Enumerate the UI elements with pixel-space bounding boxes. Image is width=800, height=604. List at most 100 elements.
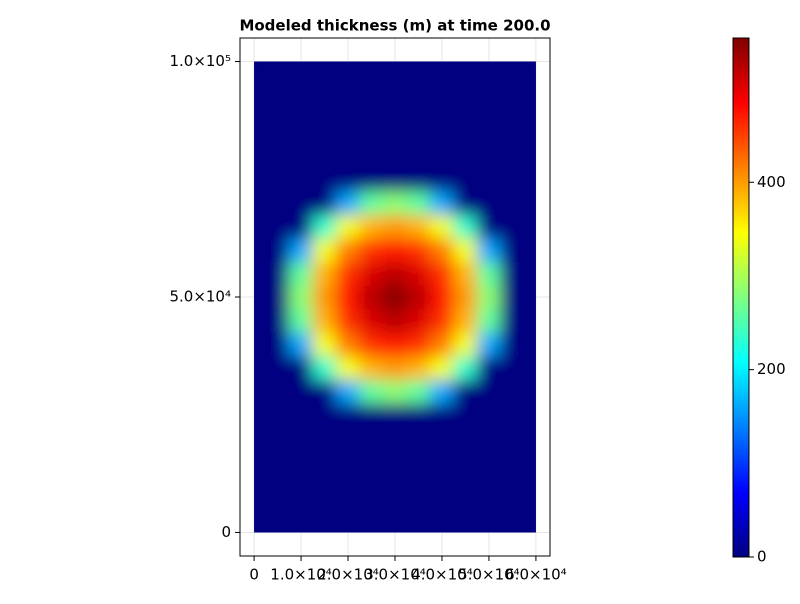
- heatmap-cell: [312, 308, 337, 333]
- heatmap-cell: [335, 237, 361, 263]
- heatmap-cell: [312, 331, 337, 357]
- heatmap-cell: [265, 167, 290, 192]
- heatmap-cell: [382, 378, 408, 404]
- heatmap-cell: [523, 190, 536, 216]
- heatmap-cell: [335, 496, 361, 522]
- heatmap-cell: [523, 72, 536, 98]
- heatmap-cell: [265, 378, 290, 404]
- heatmap-cell: [312, 167, 337, 192]
- heatmap-cell: [288, 426, 314, 451]
- heatmap-cell: [476, 96, 502, 121]
- heatmap-cell: [288, 237, 314, 263]
- heatmap-cell: [265, 119, 290, 145]
- heatmap-cell: [406, 520, 431, 533]
- y-tick-label: 5.0×10⁴: [169, 288, 231, 306]
- heatmap-cell: [453, 449, 478, 475]
- heatmap-cell: [406, 496, 431, 522]
- heatmap-cell: [335, 214, 361, 239]
- heatmap-cell: [406, 261, 431, 286]
- heatmap-cell: [500, 378, 525, 404]
- heatmap-cell: [359, 143, 384, 168]
- heatmap-cell: [359, 378, 384, 404]
- heatmap-cell: [476, 237, 502, 263]
- heatmap-cell: [500, 355, 525, 380]
- heatmap-cell: [265, 143, 290, 168]
- heatmap-cell: [254, 190, 267, 216]
- heatmap-cell: [523, 308, 536, 333]
- x-tick-label: 4.0×10⁴: [411, 566, 473, 584]
- heatmap-cell: [288, 167, 314, 192]
- heatmap-cell: [254, 355, 267, 380]
- chart-title: Modeled thickness (m) at time 200.0: [239, 17, 550, 35]
- heatmap-cell: [382, 355, 408, 380]
- heatmap-cell: [523, 143, 536, 168]
- heatmap-cell: [265, 61, 290, 74]
- heatmap-cell: [453, 61, 478, 74]
- heatmap-cell: [312, 61, 337, 74]
- heatmap-cell: [476, 378, 502, 404]
- heatmap-cell: [265, 214, 290, 239]
- heatmap-cell: [312, 261, 337, 286]
- heatmap-cell: [453, 496, 478, 522]
- heatmap-cell: [265, 426, 290, 451]
- heatmap-cell: [523, 355, 536, 380]
- heatmap-cell: [265, 473, 290, 498]
- heatmap-cell: [288, 331, 314, 357]
- heatmap-cell: [288, 96, 314, 121]
- heatmap-cell: [500, 237, 525, 263]
- heatmap-cell: [335, 308, 361, 333]
- heatmap-cell: [429, 355, 455, 380]
- heatmap-cell: [476, 284, 502, 310]
- heatmap-cell: [382, 426, 408, 451]
- heatmap-cell: [265, 355, 290, 380]
- heatmap-cell: [288, 143, 314, 168]
- heatmap-cell: [254, 473, 267, 498]
- heatmap-cell: [335, 473, 361, 498]
- heatmap-cell: [476, 449, 502, 475]
- heatmap-cell: [359, 473, 384, 498]
- heatmap-cell: [500, 426, 525, 451]
- heatmap-cell: [359, 284, 384, 310]
- heatmap-cell: [382, 214, 408, 239]
- heatmap-cell: [382, 308, 408, 333]
- heatmap-cell: [335, 96, 361, 121]
- heatmap-cell: [265, 520, 290, 533]
- heatmap-cell: [382, 520, 408, 533]
- heatmap-cell: [429, 72, 455, 98]
- heatmap-cell: [523, 426, 536, 451]
- heatmap-cell: [335, 355, 361, 380]
- heatmap-cell: [523, 237, 536, 263]
- heatmap-cell: [312, 402, 337, 427]
- heatmap-cell: [406, 378, 431, 404]
- heatmap-cell: [359, 61, 384, 74]
- heatmap-cell: [429, 496, 455, 522]
- heatmap-cell: [429, 520, 455, 533]
- heatmap-cell: [312, 520, 337, 533]
- heatmap-cell: [476, 167, 502, 192]
- y-tick-label: 1.0×10⁵: [169, 52, 231, 70]
- heatmap-cell: [523, 449, 536, 475]
- heatmap-cell: [382, 261, 408, 286]
- heatmap-cell: [523, 378, 536, 404]
- heatmap-cell: [500, 284, 525, 310]
- heatmap-cell: [254, 449, 267, 475]
- heatmap-cell: [453, 426, 478, 451]
- heatmap-cell: [288, 214, 314, 239]
- heatmap-cell: [359, 520, 384, 533]
- heatmap-cell: [335, 520, 361, 533]
- heatmap-cell: [254, 72, 267, 98]
- heatmap-cell: [500, 61, 525, 74]
- heatmap-cell: [254, 402, 267, 427]
- heatmap-cell: [265, 496, 290, 522]
- heatmap-cell: [406, 214, 431, 239]
- heatmap-cell: [312, 473, 337, 498]
- heatmap-cell: [382, 402, 408, 427]
- heatmap-cell: [429, 331, 455, 357]
- heatmap-cell: [406, 449, 431, 475]
- heatmap-cell: [523, 496, 536, 522]
- heatmap-cell: [288, 402, 314, 427]
- x-tick-label: 0: [249, 566, 259, 584]
- heatmap-cell: [335, 167, 361, 192]
- heatmap-cell: [500, 308, 525, 333]
